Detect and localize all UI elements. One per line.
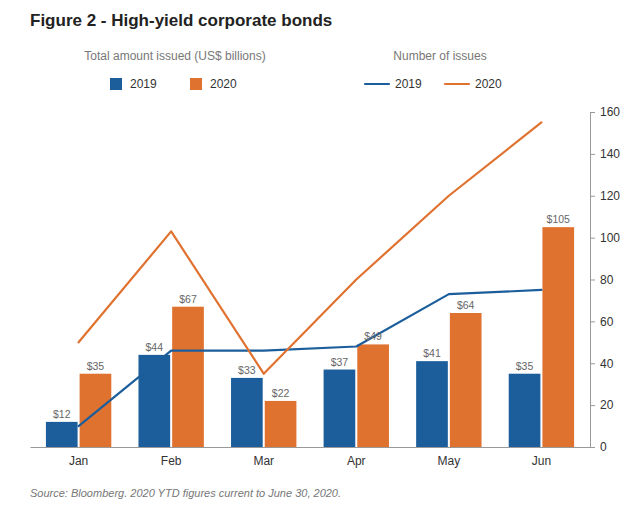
legend: Total amount issued (US$ billions) 2019 20… [84,49,502,91]
data-label: $12 [53,408,71,420]
data-label: $67 [179,293,197,305]
y-tick-label: 40 [600,357,614,371]
data-label: $22 [272,387,290,399]
line [79,122,542,373]
data-label: $105 [547,213,571,225]
x-tick-label: Apr [347,454,366,468]
legend-label: 2020 [475,77,502,91]
data-label: $33 [238,364,256,376]
y-tick: 80 [590,273,614,287]
data-label: $35 [516,360,534,372]
title: Figure 2 - High-yield corporate bonds [30,11,332,30]
data-label: $49 [364,330,382,342]
legend-header: Total amount issued (US$ billions) [84,49,265,63]
y-tick-label: 120 [600,189,620,203]
data-label: $64 [457,299,475,311]
bar [46,422,78,447]
x-tick: Apr [347,447,366,468]
bar [416,361,448,447]
y-tick-label: 60 [600,315,614,329]
bar [172,307,204,447]
data-label: $37 [331,356,349,368]
legend-swatch [365,83,389,85]
plot-area [46,122,574,447]
y-tick-mark [590,154,595,155]
y-tick-label: 20 [600,398,614,412]
x-tick: Jun [532,447,551,468]
data-label: $41 [423,347,441,359]
legend-swatch [445,83,469,85]
y-tick-mark [590,321,595,322]
legend-label: 2019 [130,77,157,91]
bar [509,374,541,447]
x-tick-label: May [438,454,461,468]
y-axis-line [591,113,596,448]
y-tick: 0 [590,440,607,454]
y-tick-label: 100 [600,231,620,245]
x-axis-line [31,447,591,448]
x-tick-label: Jun [532,454,551,468]
bar [138,355,170,447]
x-tick: May [438,447,461,468]
legend-header: Number of issues [393,49,486,63]
bar [542,227,574,447]
chart: Figure 2 - High-yield corporate bonds $12… [0,0,640,509]
y-tick-mark [590,112,595,113]
x-axis: Jan Feb Mar Apr May Jun [31,447,591,468]
y-tick-mark [590,363,595,364]
legend-swatch [190,78,202,90]
y-tick-label: 140 [600,147,620,161]
line [79,290,542,426]
bar [357,344,389,447]
y-axis: 0 20 40 60 80 100 120 140 160 [590,105,620,454]
legend-swatch [110,78,122,90]
y-tick-mark [590,238,595,239]
y-tick: 20 [590,398,614,412]
bar [450,313,482,447]
y-tick-mark [590,196,595,197]
data-label: $44 [146,341,164,353]
legend-label: 2019 [395,77,422,91]
y-tick: 100 [590,231,620,245]
x-tick: Feb [161,447,182,468]
source-note: Source: Bloomberg. 2020 YTD figures curr… [30,487,341,499]
y-tick-mark [590,405,595,406]
y-tick: 120 [590,189,620,203]
y-tick-label: 160 [600,105,620,119]
bar [265,401,297,447]
x-tick: Mar [253,447,274,468]
x-tick-label: Feb [161,454,182,468]
bar [80,374,112,447]
data-label: $35 [87,360,105,372]
data-labels: $12 $44 $33 $37 $41 $35 $35 $67 $22 $49 $64 $105 [53,213,570,420]
y-tick: 60 [590,315,614,329]
x-tick-label: Mar [253,454,274,468]
bar [324,370,356,447]
y-tick: 140 [590,147,620,161]
y-tick-label: 80 [600,273,614,287]
y-tick-mark [590,280,595,281]
bar-series [80,227,574,447]
y-tick: 160 [590,105,620,119]
y-tick: 40 [590,357,614,371]
y-tick-mark [590,447,595,448]
legend-label: 2020 [210,77,237,91]
x-tick-label: Jan [69,454,88,468]
y-tick-label: 0 [600,440,607,454]
bar [231,378,263,447]
x-tick: Jan [69,447,88,468]
